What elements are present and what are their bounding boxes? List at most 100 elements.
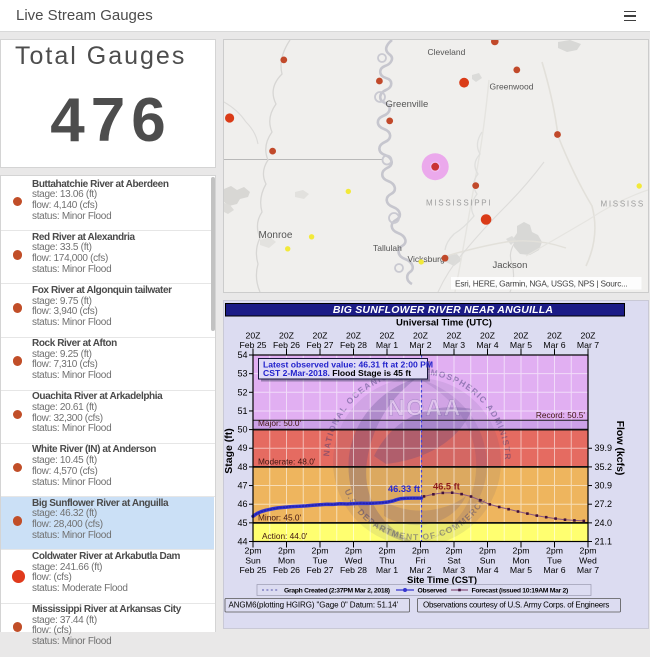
svg-text:53: 53 — [237, 369, 247, 379]
svg-text:20Z: 20Z — [581, 331, 597, 341]
svg-text:Major: 50.0': Major: 50.0' — [258, 418, 302, 428]
svg-text:46.5 ft: 46.5 ft — [433, 482, 460, 492]
svg-text:2pm: 2pm — [479, 546, 496, 556]
svg-text:Wed: Wed — [579, 555, 597, 565]
svg-text:2pm: 2pm — [580, 546, 597, 556]
svg-text:48: 48 — [237, 462, 247, 472]
svg-text:20Z: 20Z — [380, 331, 396, 341]
svg-text:Greenwood: Greenwood — [490, 82, 534, 92]
svg-text:44: 44 — [237, 537, 247, 547]
svg-text:2pm: 2pm — [446, 546, 463, 556]
svg-text:Greenville: Greenville — [386, 99, 429, 110]
svg-text:2pm: 2pm — [345, 546, 362, 556]
svg-text:Tallulah: Tallulah — [373, 243, 402, 253]
svg-text:Feb 26: Feb 26 — [273, 340, 300, 350]
svg-text:Mar 6: Mar 6 — [543, 565, 565, 575]
svg-text:Stage (ft): Stage (ft) — [224, 428, 235, 474]
svg-text:Forecast (issued 10:19AM Mar 2: Forecast (issued 10:19AM Mar 2) — [472, 588, 569, 595]
svg-text:Thu: Thu — [380, 555, 395, 565]
svg-text:Universal Time (UTC): Universal Time (UTC) — [396, 318, 492, 329]
svg-text:Tue: Tue — [547, 555, 562, 565]
svg-text:20Z: 20Z — [514, 331, 530, 341]
svg-text:Minor: 45.0': Minor: 45.0' — [258, 512, 302, 522]
svg-text:Cleveland: Cleveland — [428, 47, 466, 57]
svg-text:54: 54 — [237, 350, 247, 360]
svg-text:24.0: 24.0 — [595, 518, 613, 528]
svg-text:27.2: 27.2 — [595, 499, 613, 509]
svg-text:Feb 25: Feb 25 — [239, 565, 266, 575]
svg-text:20Z: 20Z — [279, 331, 295, 341]
svg-text:Mar 3: Mar 3 — [443, 565, 465, 575]
svg-text:Mon: Mon — [513, 555, 530, 565]
svg-text:Mar 5: Mar 5 — [510, 565, 532, 575]
svg-text:Fri: Fri — [415, 555, 425, 565]
svg-text:Feb 28: Feb 28 — [340, 340, 367, 350]
svg-text:46: 46 — [237, 499, 247, 509]
svg-text:20Z: 20Z — [313, 331, 329, 341]
svg-text:Monroe: Monroe — [259, 230, 293, 241]
svg-text:Tue: Tue — [313, 555, 328, 565]
svg-text:Mar 2: Mar 2 — [409, 340, 431, 350]
svg-text:ANGM6(plotting HGIRG) "Gage 0": ANGM6(plotting HGIRG) "Gage 0" Datum: 51… — [229, 601, 399, 610]
svg-text:CST 2-Mar-2018. Flood Stage i: CST 2-Mar-2018. Flood Stage is 45 ft — [263, 368, 411, 378]
svg-text:20Z: 20Z — [480, 331, 496, 341]
svg-text:50: 50 — [237, 425, 247, 435]
svg-text:Mar 1: Mar 1 — [376, 565, 398, 575]
svg-text:20Z: 20Z — [246, 331, 262, 341]
svg-text:Feb 25: Feb 25 — [239, 340, 266, 350]
svg-text:Jackson: Jackson — [493, 260, 528, 271]
svg-text:20Z: 20Z — [447, 331, 463, 341]
svg-text:2pm: 2pm — [546, 546, 563, 556]
svg-text:Esri, HERE, Garmin, NGA, USGS,: Esri, HERE, Garmin, NGA, USGS, NPS | Sou… — [455, 278, 628, 288]
svg-text:BIG SUNFLOWER RIVER NEAR ANGUI: BIG SUNFLOWER RIVER NEAR ANGUILLA — [333, 304, 553, 316]
svg-text:Feb 27: Feb 27 — [306, 565, 333, 575]
svg-text:NOAA: NOAA — [388, 395, 462, 421]
svg-text:Mar 4: Mar 4 — [476, 340, 498, 350]
svg-text:Mon: Mon — [278, 555, 295, 565]
svg-text:Mar 4: Mar 4 — [476, 565, 498, 575]
svg-text:Mar 6: Mar 6 — [543, 340, 565, 350]
svg-text:Moderate: 48.0': Moderate: 48.0' — [258, 457, 316, 467]
svg-text:39.9: 39.9 — [595, 443, 613, 453]
svg-text:MISSISS: MISSISS — [601, 200, 645, 209]
svg-text:30.9: 30.9 — [595, 481, 613, 491]
svg-text:20Z: 20Z — [547, 331, 563, 341]
svg-text:35.2: 35.2 — [595, 462, 613, 472]
svg-text:MISSISSIPPI: MISSISSIPPI — [426, 199, 492, 208]
svg-text:2pm: 2pm — [312, 546, 329, 556]
svg-text:51: 51 — [237, 406, 247, 416]
svg-text:Feb 27: Feb 27 — [306, 340, 333, 350]
svg-text:Mar 3: Mar 3 — [443, 340, 465, 350]
svg-text:49: 49 — [237, 443, 247, 453]
svg-text:Mar 2: Mar 2 — [409, 565, 431, 575]
svg-text:Flow (kcfs): Flow (kcfs) — [614, 421, 626, 476]
svg-text:Feb 26: Feb 26 — [273, 565, 300, 575]
svg-text:21.1: 21.1 — [595, 537, 613, 547]
svg-text:Site Time (CST): Site Time (CST) — [407, 575, 477, 586]
svg-text:Observations courtesy of U.S.: Observations courtesy of U.S. Army Corps… — [423, 601, 609, 610]
svg-text:Feb 28: Feb 28 — [340, 565, 367, 575]
svg-text:Record: 50.5': Record: 50.5' — [536, 410, 586, 420]
svg-text:Mar 7: Mar 7 — [577, 565, 599, 575]
svg-text:Mar 1: Mar 1 — [376, 340, 398, 350]
svg-text:Sun: Sun — [245, 555, 261, 565]
svg-text:2pm: 2pm — [379, 546, 396, 556]
svg-text:Vicksburg: Vicksburg — [408, 254, 445, 264]
svg-text:2pm: 2pm — [513, 546, 530, 556]
svg-text:20Z: 20Z — [346, 331, 362, 341]
svg-text:Observed: Observed — [418, 588, 447, 595]
svg-text:Latest observed value: 46.31: Latest observed value: 46.31 ft at 2:00 … — [263, 359, 433, 369]
svg-text:Action: 44.0': Action: 44.0' — [262, 531, 308, 541]
svg-text:20Z: 20Z — [413, 331, 429, 341]
svg-text:2pm: 2pm — [278, 546, 295, 556]
svg-text:Mar 5: Mar 5 — [510, 340, 532, 350]
svg-text:52: 52 — [237, 387, 247, 397]
svg-text:Graph Created (2:37PM Mar 2, 2: Graph Created (2:37PM Mar 2, 2018) — [284, 588, 390, 595]
svg-text:2pm: 2pm — [412, 546, 429, 556]
svg-text:46.33 ft: 46.33 ft — [388, 484, 420, 494]
svg-text:Sun: Sun — [480, 555, 496, 565]
svg-text:Sat: Sat — [447, 555, 461, 565]
svg-text:2pm: 2pm — [245, 546, 262, 556]
svg-text:Mar 7: Mar 7 — [577, 340, 599, 350]
svg-text:45: 45 — [237, 518, 247, 528]
